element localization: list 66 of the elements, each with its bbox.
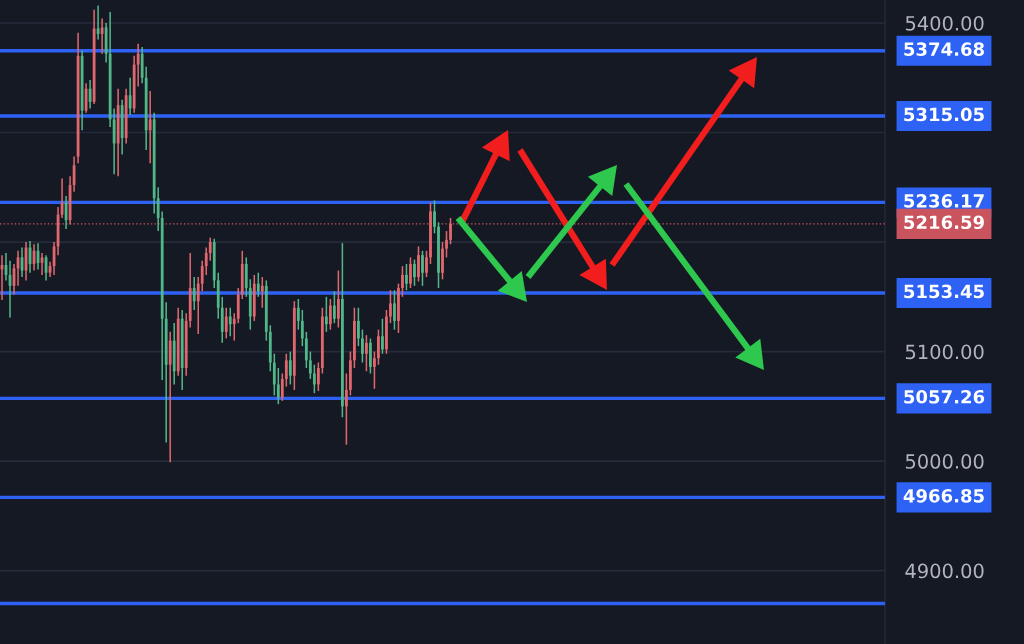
candlestick bbox=[96, 4, 100, 41]
candlestick bbox=[192, 276, 196, 311]
candlestick bbox=[344, 372, 348, 446]
candlestick bbox=[224, 306, 228, 340]
candlestick bbox=[276, 367, 280, 405]
candlestick bbox=[232, 312, 236, 342]
ref-line-label: 4966.85 bbox=[903, 488, 984, 503]
candlestick bbox=[393, 289, 396, 331]
candlestick bbox=[324, 296, 328, 333]
ref-line-label: 5057.26 bbox=[904, 389, 985, 404]
candlestick bbox=[228, 306, 232, 338]
candlestick bbox=[256, 271, 260, 298]
candlestick bbox=[340, 242, 344, 419]
ref-line-label: 5315.05 bbox=[904, 107, 984, 122]
candlestick bbox=[441, 241, 444, 281]
candlestick bbox=[328, 298, 332, 331]
candlestick bbox=[369, 337, 372, 375]
candlestick bbox=[308, 350, 312, 380]
candlestick bbox=[88, 79, 92, 110]
ref-line-label: 5216.59 bbox=[904, 215, 984, 230]
candlestick bbox=[100, 17, 104, 55]
candlestick bbox=[437, 221, 440, 289]
candlestick bbox=[429, 201, 432, 265]
candlestick bbox=[445, 230, 448, 259]
candlestick bbox=[316, 361, 320, 392]
candlestick bbox=[385, 309, 388, 355]
candlestick bbox=[409, 256, 412, 289]
candlestick bbox=[377, 328, 380, 366]
y-tick-label: 5400.00 bbox=[905, 15, 984, 31]
candlestick bbox=[260, 276, 264, 309]
candlestick bbox=[128, 76, 132, 116]
candlestick bbox=[397, 282, 400, 334]
ref-line-label: 5236.17 bbox=[904, 194, 984, 208]
y-tick-label: 5000.00 bbox=[905, 454, 984, 469]
candlestick bbox=[365, 334, 368, 373]
candlestick bbox=[389, 289, 392, 324]
candlestick bbox=[381, 317, 384, 355]
candlestick bbox=[272, 352, 276, 397]
candlestick bbox=[421, 250, 424, 287]
candlestick bbox=[208, 236, 212, 262]
candlestick bbox=[401, 265, 404, 298]
candlestick bbox=[425, 250, 428, 278]
candlestick bbox=[361, 328, 364, 364]
candlestick bbox=[353, 306, 356, 369]
candlestick bbox=[288, 350, 292, 386]
candlestick bbox=[433, 199, 436, 235]
ref-line-label: 5374.68 bbox=[904, 42, 984, 56]
candlestick bbox=[300, 309, 304, 347]
candlestick bbox=[280, 372, 284, 402]
candlestick bbox=[284, 352, 288, 388]
candlestick bbox=[373, 350, 376, 390]
candlestick bbox=[348, 350, 352, 397]
candlestick bbox=[336, 269, 340, 329]
y-tick-label: 5100.00 bbox=[905, 344, 984, 360]
candlestick bbox=[405, 263, 408, 292]
candlestick bbox=[449, 217, 452, 246]
candlestick bbox=[148, 90, 152, 164]
ref-line-label: 5153.45 bbox=[904, 284, 984, 299]
candlestick bbox=[304, 331, 308, 369]
candlestick bbox=[312, 363, 316, 394]
candlestick bbox=[357, 306, 360, 347]
candlestick bbox=[296, 298, 300, 331]
y-tick-label: 4900.00 bbox=[905, 563, 984, 579]
candlestick bbox=[417, 245, 420, 283]
candlestick bbox=[332, 290, 336, 324]
candlestick bbox=[413, 258, 416, 287]
